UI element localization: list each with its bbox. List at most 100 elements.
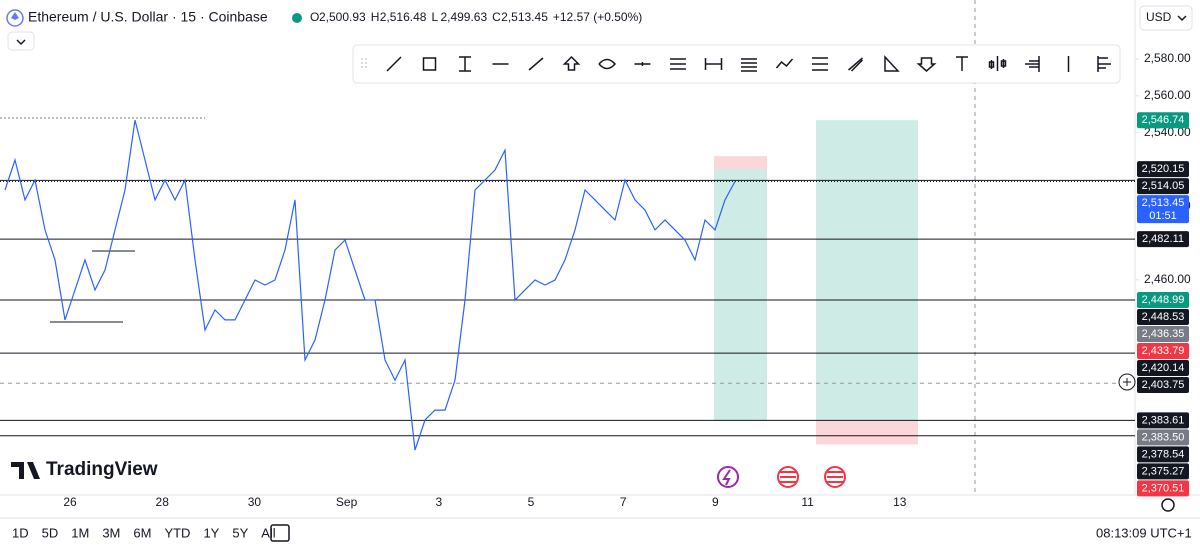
range-button[interactable]: 3M <box>102 525 120 540</box>
symbol-icon-glyph <box>11 12 19 20</box>
price-label-bg <box>1137 412 1189 429</box>
x-tick-label: 28 <box>156 495 170 509</box>
countdown: 01:51 <box>1149 210 1177 222</box>
currency-caret <box>1177 15 1187 22</box>
drawing-tool[interactable] <box>704 58 723 70</box>
stop-zone <box>816 420 918 445</box>
drawing-tool[interactable] <box>634 62 651 66</box>
y-tick-label: 2,460.00 <box>1144 272 1191 286</box>
price-label-bg <box>1137 309 1189 326</box>
range-button[interactable]: All <box>261 525 276 540</box>
price-label-bg <box>1137 161 1189 178</box>
price-label-bg <box>1137 429 1189 446</box>
price-label-bg <box>1137 292 1189 309</box>
ohlc-key: H <box>371 10 380 24</box>
price-change: +12.57 (+0.50%) <box>553 10 642 24</box>
collapse-icon <box>16 39 26 46</box>
x-tick-label: 5 <box>528 495 535 509</box>
price-label-bg <box>1137 360 1189 377</box>
toolbar-grip <box>361 58 367 70</box>
clock: 08:13:09 UTC+1 <box>1096 525 1192 540</box>
price-label: 2,482.11 <box>1142 233 1184 245</box>
range-button[interactable]: 1D <box>12 525 29 540</box>
price-label: 2,448.99 <box>1142 294 1185 306</box>
drawing-tool[interactable] <box>1025 56 1040 72</box>
x-tick-label: Sep <box>336 495 358 509</box>
date-range-icon[interactable] <box>270 524 290 542</box>
target-zone <box>816 120 918 421</box>
range-button[interactable]: 1Y <box>203 525 219 540</box>
drawing-tool[interactable] <box>916 57 937 72</box>
price-label: 2,378.54 <box>1142 448 1185 460</box>
drawing-tool[interactable] <box>562 55 581 71</box>
drawing-tool[interactable] <box>1097 56 1111 72</box>
drawing-tool[interactable] <box>459 56 471 72</box>
price-label-bg <box>1137 178 1189 195</box>
logo-text: TradingView <box>46 459 158 480</box>
drawing-tool[interactable] <box>422 57 437 71</box>
ohlc-value: 2,516.48 <box>380 10 427 24</box>
price-label-bg <box>1137 446 1189 463</box>
ohlc-key: O <box>310 10 319 24</box>
ohlc-key: C <box>492 10 501 24</box>
price-label: 2,420.14 <box>1142 362 1185 374</box>
currency-button[interactable] <box>1139 5 1193 31</box>
price-label-bg <box>1137 231 1189 248</box>
drawing-tool[interactable] <box>812 57 828 71</box>
price-label: 2,520.15 <box>1142 163 1185 175</box>
flag-stripes <box>780 471 796 483</box>
drawing-tool[interactable] <box>386 56 402 72</box>
price-label: 2,513.45 <box>1142 197 1185 209</box>
drawing-tool[interactable] <box>956 56 968 71</box>
drawing-tool[interactable] <box>988 56 1007 71</box>
price-label: 2,436.35 <box>1142 328 1185 340</box>
range-button[interactable]: 5D <box>42 525 59 540</box>
price-label: 2,370.51 <box>1142 482 1185 494</box>
range-button[interactable]: 6M <box>133 525 151 540</box>
price-label: 2,375.27 <box>1142 465 1185 477</box>
price-label: 2,383.50 <box>1142 431 1185 443</box>
stop-zone <box>714 156 767 170</box>
ohlc-key: L <box>431 10 438 24</box>
y-tick-label: 2,560.00 <box>1144 88 1191 102</box>
drawing-tool[interactable] <box>598 58 617 70</box>
price-label-bg <box>1137 326 1189 343</box>
range-button[interactable]: 5Y <box>232 525 248 540</box>
settings-icon[interactable] <box>1161 498 1175 512</box>
price-label-bg <box>1137 463 1189 480</box>
price-label-bg <box>1137 480 1189 497</box>
drawing-toolbar <box>352 44 1121 84</box>
currency-label: USD <box>1146 10 1172 24</box>
price-label: 2,514.05 <box>1142 180 1185 192</box>
price-label: 2,546.74 <box>1142 114 1185 126</box>
logo-mark <box>11 462 40 479</box>
target-zone <box>714 169 767 421</box>
x-tick-label: 9 <box>712 495 719 509</box>
ohlc-value: 2,513.45 <box>501 10 548 24</box>
drawing-tool[interactable] <box>670 58 686 70</box>
flag-stripes <box>827 471 843 483</box>
range-button[interactable]: YTD <box>164 525 190 540</box>
price-line <box>4 119 736 451</box>
price-label-bg <box>1137 377 1189 394</box>
collapse-button[interactable] <box>7 31 35 51</box>
x-tick-label: 7 <box>620 495 627 509</box>
range-button[interactable]: 1M <box>71 525 89 540</box>
drawing-tool[interactable] <box>775 58 794 69</box>
x-tick-label: 26 <box>63 495 77 509</box>
y-tick-label: 2,540.00 <box>1144 125 1191 139</box>
drawing-tool[interactable] <box>528 57 544 71</box>
x-tick-label: 13 <box>893 495 907 509</box>
drawing-tool[interactable] <box>884 55 900 72</box>
drawing-tool[interactable] <box>848 57 864 72</box>
y-tick-label: 2,580.00 <box>1144 51 1191 65</box>
drawing-tool[interactable] <box>741 58 757 72</box>
x-tick-label: 11 <box>801 495 814 509</box>
price-label-bg <box>1137 343 1189 360</box>
event-icon[interactable] <box>717 466 739 488</box>
price-label: 2,403.75 <box>1142 379 1185 391</box>
add-level-icon <box>1123 378 1131 386</box>
price-label-bg <box>1137 195 1189 224</box>
